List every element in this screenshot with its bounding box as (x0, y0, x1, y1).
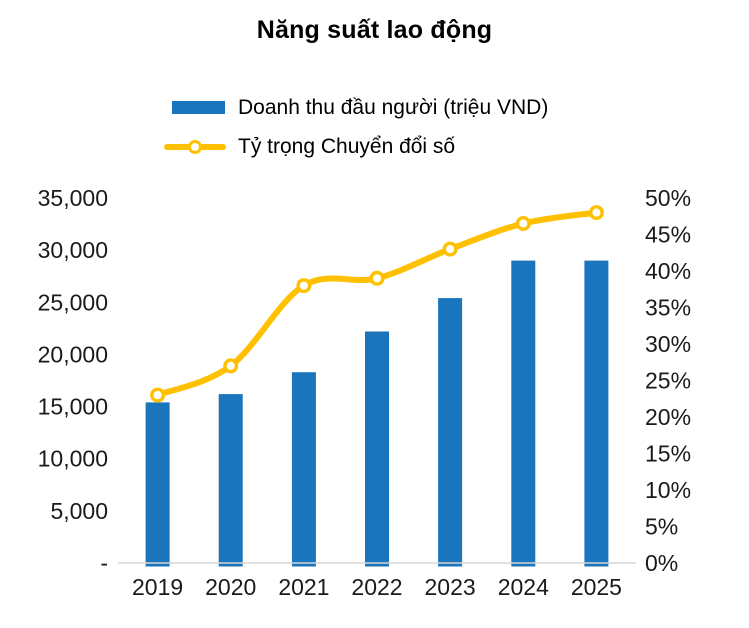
line-marker-2024 (515, 215, 531, 231)
line-marker-2025 (588, 205, 604, 221)
line-marker-2022 (369, 270, 385, 286)
right-axis-tick-label: 10% (645, 477, 691, 503)
left-axis-tick-label: 15,000 (38, 394, 108, 420)
left-axis-tick-label: 25,000 (38, 289, 108, 315)
bar-2025 (584, 260, 609, 567)
line-series-swatch (164, 139, 226, 154)
line-marker-2020 (223, 358, 239, 374)
bar-2022 (365, 331, 389, 567)
right-axis-tick-label: 45% (645, 222, 691, 248)
legend-label-bar-series: Doanh thu đầu người (triệu VND) (238, 95, 549, 119)
x-axis-tick-label: 2022 (351, 574, 402, 600)
right-axis-tick-label: 40% (645, 258, 691, 284)
left-axis-tick-label: 20,000 (38, 341, 108, 367)
bar-2023 (438, 298, 463, 567)
x-axis-tick-label: 2023 (425, 574, 476, 600)
right-axis-tick-label: 25% (645, 368, 691, 394)
right-axis-tick-label: 50% (645, 185, 691, 211)
line-swatch-wrap (164, 139, 226, 154)
line-marker-2023 (442, 241, 458, 257)
line-marker-2021 (296, 278, 312, 294)
right-axis-tick-label: 0% (645, 550, 678, 576)
left-axis-tick-label: 30,000 (38, 237, 108, 263)
right-axis-tick-label: 15% (645, 441, 691, 467)
line-marker-icon (188, 139, 202, 154)
x-axis-tick-label: 2024 (498, 574, 549, 600)
x-axis-tick-label: 2021 (278, 574, 329, 600)
bar-2019 (145, 402, 170, 567)
bar-swatch-wrap (164, 101, 226, 114)
left-axis-tick-label: 5,000 (50, 498, 108, 524)
left-axis-tick-label: - (100, 550, 108, 576)
left-axis-tick-label: 35,000 (38, 185, 108, 211)
left-axis-tick-label: 10,000 (38, 446, 108, 472)
legend: Doanh thu đầu người (triệu VND) Tỷ trọng… (164, 88, 548, 166)
line-marker-2019 (150, 387, 166, 403)
legend-label-line-series: Tỷ trọng Chuyển đổi số (238, 134, 456, 158)
legend-item-line-series: Tỷ trọng Chuyển đổi số (164, 127, 548, 166)
bar-2021 (291, 372, 316, 567)
x-axis-tick-label: 2025 (571, 574, 622, 600)
right-axis-tick-label: 5% (645, 514, 678, 540)
bar-series-swatch (172, 101, 225, 114)
bar-2020 (218, 394, 243, 567)
right-axis-tick-label: 35% (645, 295, 691, 321)
legend-item-bar-series: Doanh thu đầu người (triệu VND) (164, 88, 548, 127)
right-axis-tick-label: 30% (645, 331, 691, 357)
x-axis-tick-label: 2020 (205, 574, 256, 600)
bar-2024 (511, 260, 536, 567)
x-axis-tick-label: 2019 (132, 574, 183, 600)
right-axis-tick-label: 20% (645, 404, 691, 430)
chart-title: Năng suất lao động (256, 16, 493, 44)
